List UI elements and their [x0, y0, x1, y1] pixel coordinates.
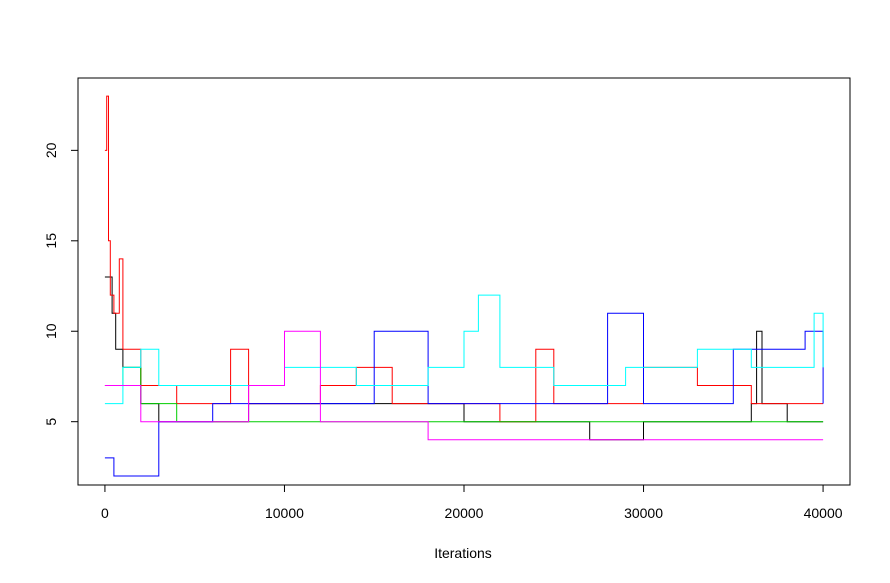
- plot-frame: [77, 77, 851, 486]
- y-tick-label: 20: [43, 142, 59, 158]
- y-axis: 5 10 15 20: [43, 142, 79, 426]
- x-tick-label: 0: [101, 505, 109, 521]
- trace-series-3: [104, 312, 824, 477]
- x-tick-label: 40000: [804, 505, 843, 521]
- y-tick-label: 5: [43, 418, 59, 426]
- x-tick-label: 30000: [624, 505, 663, 521]
- y-tick-label: 10: [43, 323, 59, 339]
- trace-series-4: [104, 294, 824, 405]
- x-tick-label: 10000: [265, 505, 304, 521]
- x-axis: 0 10000 20000 30000 40000: [101, 484, 843, 521]
- x-axis-title: Iterations: [434, 545, 492, 561]
- trace-series-1: [104, 95, 824, 423]
- x-tick-label: 20000: [445, 505, 484, 521]
- trace-lines: [104, 95, 824, 477]
- y-tick-label: 15: [43, 233, 59, 249]
- trace-series-5: [104, 330, 824, 441]
- trace-series-0: [104, 276, 824, 441]
